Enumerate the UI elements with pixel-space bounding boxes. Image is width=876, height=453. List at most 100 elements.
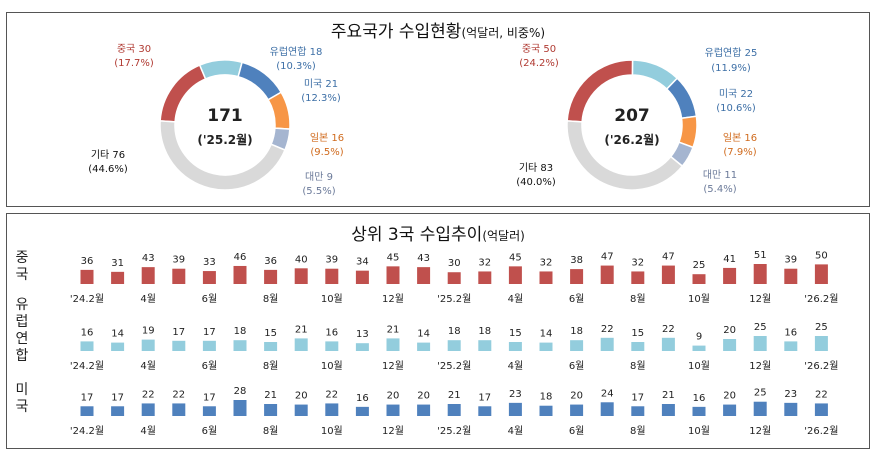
bar-value-label: 22 bbox=[142, 389, 155, 400]
bar bbox=[539, 271, 553, 284]
bar bbox=[692, 274, 706, 284]
bar-value-label: 16 bbox=[81, 327, 94, 338]
bar-value-label: 36 bbox=[264, 256, 277, 267]
x-tick-label: '25.2월 bbox=[437, 293, 471, 305]
slice-name: 기타 bbox=[519, 162, 541, 174]
slice-name: 유럽연합 bbox=[270, 46, 310, 58]
x-tick-label: 10월 bbox=[321, 293, 343, 305]
bar bbox=[478, 340, 492, 351]
bar bbox=[508, 342, 522, 351]
bar-value-label: 20 bbox=[723, 391, 736, 402]
bar-value-label: 28 bbox=[234, 386, 247, 397]
bar bbox=[355, 270, 369, 284]
bar-value-label: 46 bbox=[234, 252, 247, 263]
x-tick-label: 10월 bbox=[321, 425, 343, 437]
slice-name: 기타 bbox=[91, 149, 113, 161]
bar-value-label: 51 bbox=[754, 250, 767, 261]
bar bbox=[355, 343, 369, 351]
bar bbox=[386, 404, 400, 416]
trend-title-unit: (억달러) bbox=[482, 229, 525, 243]
bar bbox=[80, 406, 94, 416]
donut-center-value: 171 bbox=[207, 106, 243, 126]
x-tick-label: '26.2월 bbox=[804, 360, 838, 372]
x-tick-label: 6월 bbox=[202, 293, 218, 305]
donut-chart-2: 중국 50 (24.2%) 유럽연합 25 (11.9%) 미국 22 (10.6%) 일본… bbox=[516, 43, 757, 195]
bar bbox=[80, 269, 94, 284]
bar-value-label: 17 bbox=[631, 392, 644, 403]
slice-percent: (5.5%) bbox=[302, 186, 335, 197]
donut-charts: 중국 30 (17.7%) 유럽연합 18 (10.3%) 미국 21 (12.3%) 일본… bbox=[88, 43, 757, 197]
slice-label: 유럽연합 25 bbox=[705, 47, 758, 59]
bar-value-label: 16 bbox=[693, 393, 706, 404]
slice-value: 16 bbox=[331, 133, 344, 144]
x-tick-label: 10월 bbox=[688, 293, 710, 305]
x-tick-label: 8월 bbox=[630, 293, 646, 305]
x-tick-label: '24.2월 bbox=[70, 360, 104, 372]
x-tick-label: 4월 bbox=[508, 360, 524, 372]
bar bbox=[814, 336, 828, 351]
bar-value-label: 24 bbox=[601, 388, 614, 399]
bar bbox=[172, 340, 186, 351]
slice-name: 대만 bbox=[305, 171, 327, 183]
slice-value: 21 bbox=[325, 79, 338, 90]
bar bbox=[814, 264, 828, 284]
bar-value-label: 20 bbox=[295, 391, 308, 402]
bar-value-label: 39 bbox=[172, 255, 185, 266]
bar-value-label: 14 bbox=[540, 329, 553, 340]
slice-name: 중국 bbox=[522, 43, 544, 55]
bar bbox=[661, 265, 675, 284]
slice-label: 대만 11 bbox=[703, 169, 737, 181]
bar bbox=[386, 338, 400, 351]
bar-value-label: 34 bbox=[356, 257, 369, 268]
bar bbox=[233, 265, 247, 284]
donut-center-label: ('26.2월) bbox=[604, 132, 659, 147]
bar-value-label: 40 bbox=[295, 254, 308, 265]
slice-name: 일본 bbox=[723, 132, 745, 144]
bar-value-label: 16 bbox=[325, 327, 338, 338]
bar-value-label: 32 bbox=[540, 257, 553, 268]
bar bbox=[570, 340, 584, 351]
bar-value-label: 25 bbox=[754, 388, 767, 399]
slice-percent: (44.6%) bbox=[88, 164, 128, 175]
bar bbox=[508, 266, 522, 284]
x-tick-label: '25.2월 bbox=[437, 360, 471, 372]
series-label-char: 유 bbox=[16, 297, 29, 313]
bar bbox=[600, 265, 614, 284]
bar bbox=[141, 403, 155, 416]
x-tick-label: 10월 bbox=[688, 360, 710, 372]
bar bbox=[172, 268, 186, 284]
slice-percent: (10.3%) bbox=[276, 61, 316, 72]
bar-value-label: 25 bbox=[815, 322, 828, 333]
bar-value-label: 20 bbox=[417, 391, 430, 402]
bar bbox=[264, 342, 278, 351]
bar bbox=[111, 342, 125, 351]
bar bbox=[294, 338, 308, 351]
x-tick-label: 6월 bbox=[202, 360, 218, 372]
x-tick-label: 10월 bbox=[321, 360, 343, 372]
slice-label: 중국 30 bbox=[117, 43, 151, 55]
x-tick-label: '24.2월 bbox=[70, 293, 104, 305]
slice-percent: (40.0%) bbox=[516, 177, 556, 188]
bar-value-label: 43 bbox=[417, 253, 430, 264]
bar-value-label: 20 bbox=[570, 391, 583, 402]
bar bbox=[631, 271, 645, 284]
x-tick-label: 8월 bbox=[263, 293, 279, 305]
slice-value: 30 bbox=[138, 44, 151, 55]
bar-value-label: 20 bbox=[387, 391, 400, 402]
x-tick-label: 4월 bbox=[508, 425, 524, 437]
bar-value-label: 45 bbox=[387, 252, 400, 263]
donut-slice bbox=[665, 77, 698, 120]
share-title-main: 주요국가 수입현황 bbox=[330, 22, 462, 42]
series-label-char: 연 bbox=[16, 331, 29, 347]
bar-value-label: 33 bbox=[203, 257, 216, 268]
slice-label: 유럽연합 18 bbox=[270, 46, 323, 58]
slice-label: 일본 16 bbox=[723, 132, 757, 144]
bar-value-label: 22 bbox=[601, 324, 614, 335]
donut-slice bbox=[566, 120, 684, 191]
x-tick-label: 8월 bbox=[263, 425, 279, 437]
bar bbox=[508, 402, 522, 416]
slice-name: 유럽연합 bbox=[705, 47, 745, 59]
bar bbox=[753, 401, 767, 416]
bar-value-label: 45 bbox=[509, 252, 522, 263]
slice-value: 25 bbox=[745, 48, 758, 59]
